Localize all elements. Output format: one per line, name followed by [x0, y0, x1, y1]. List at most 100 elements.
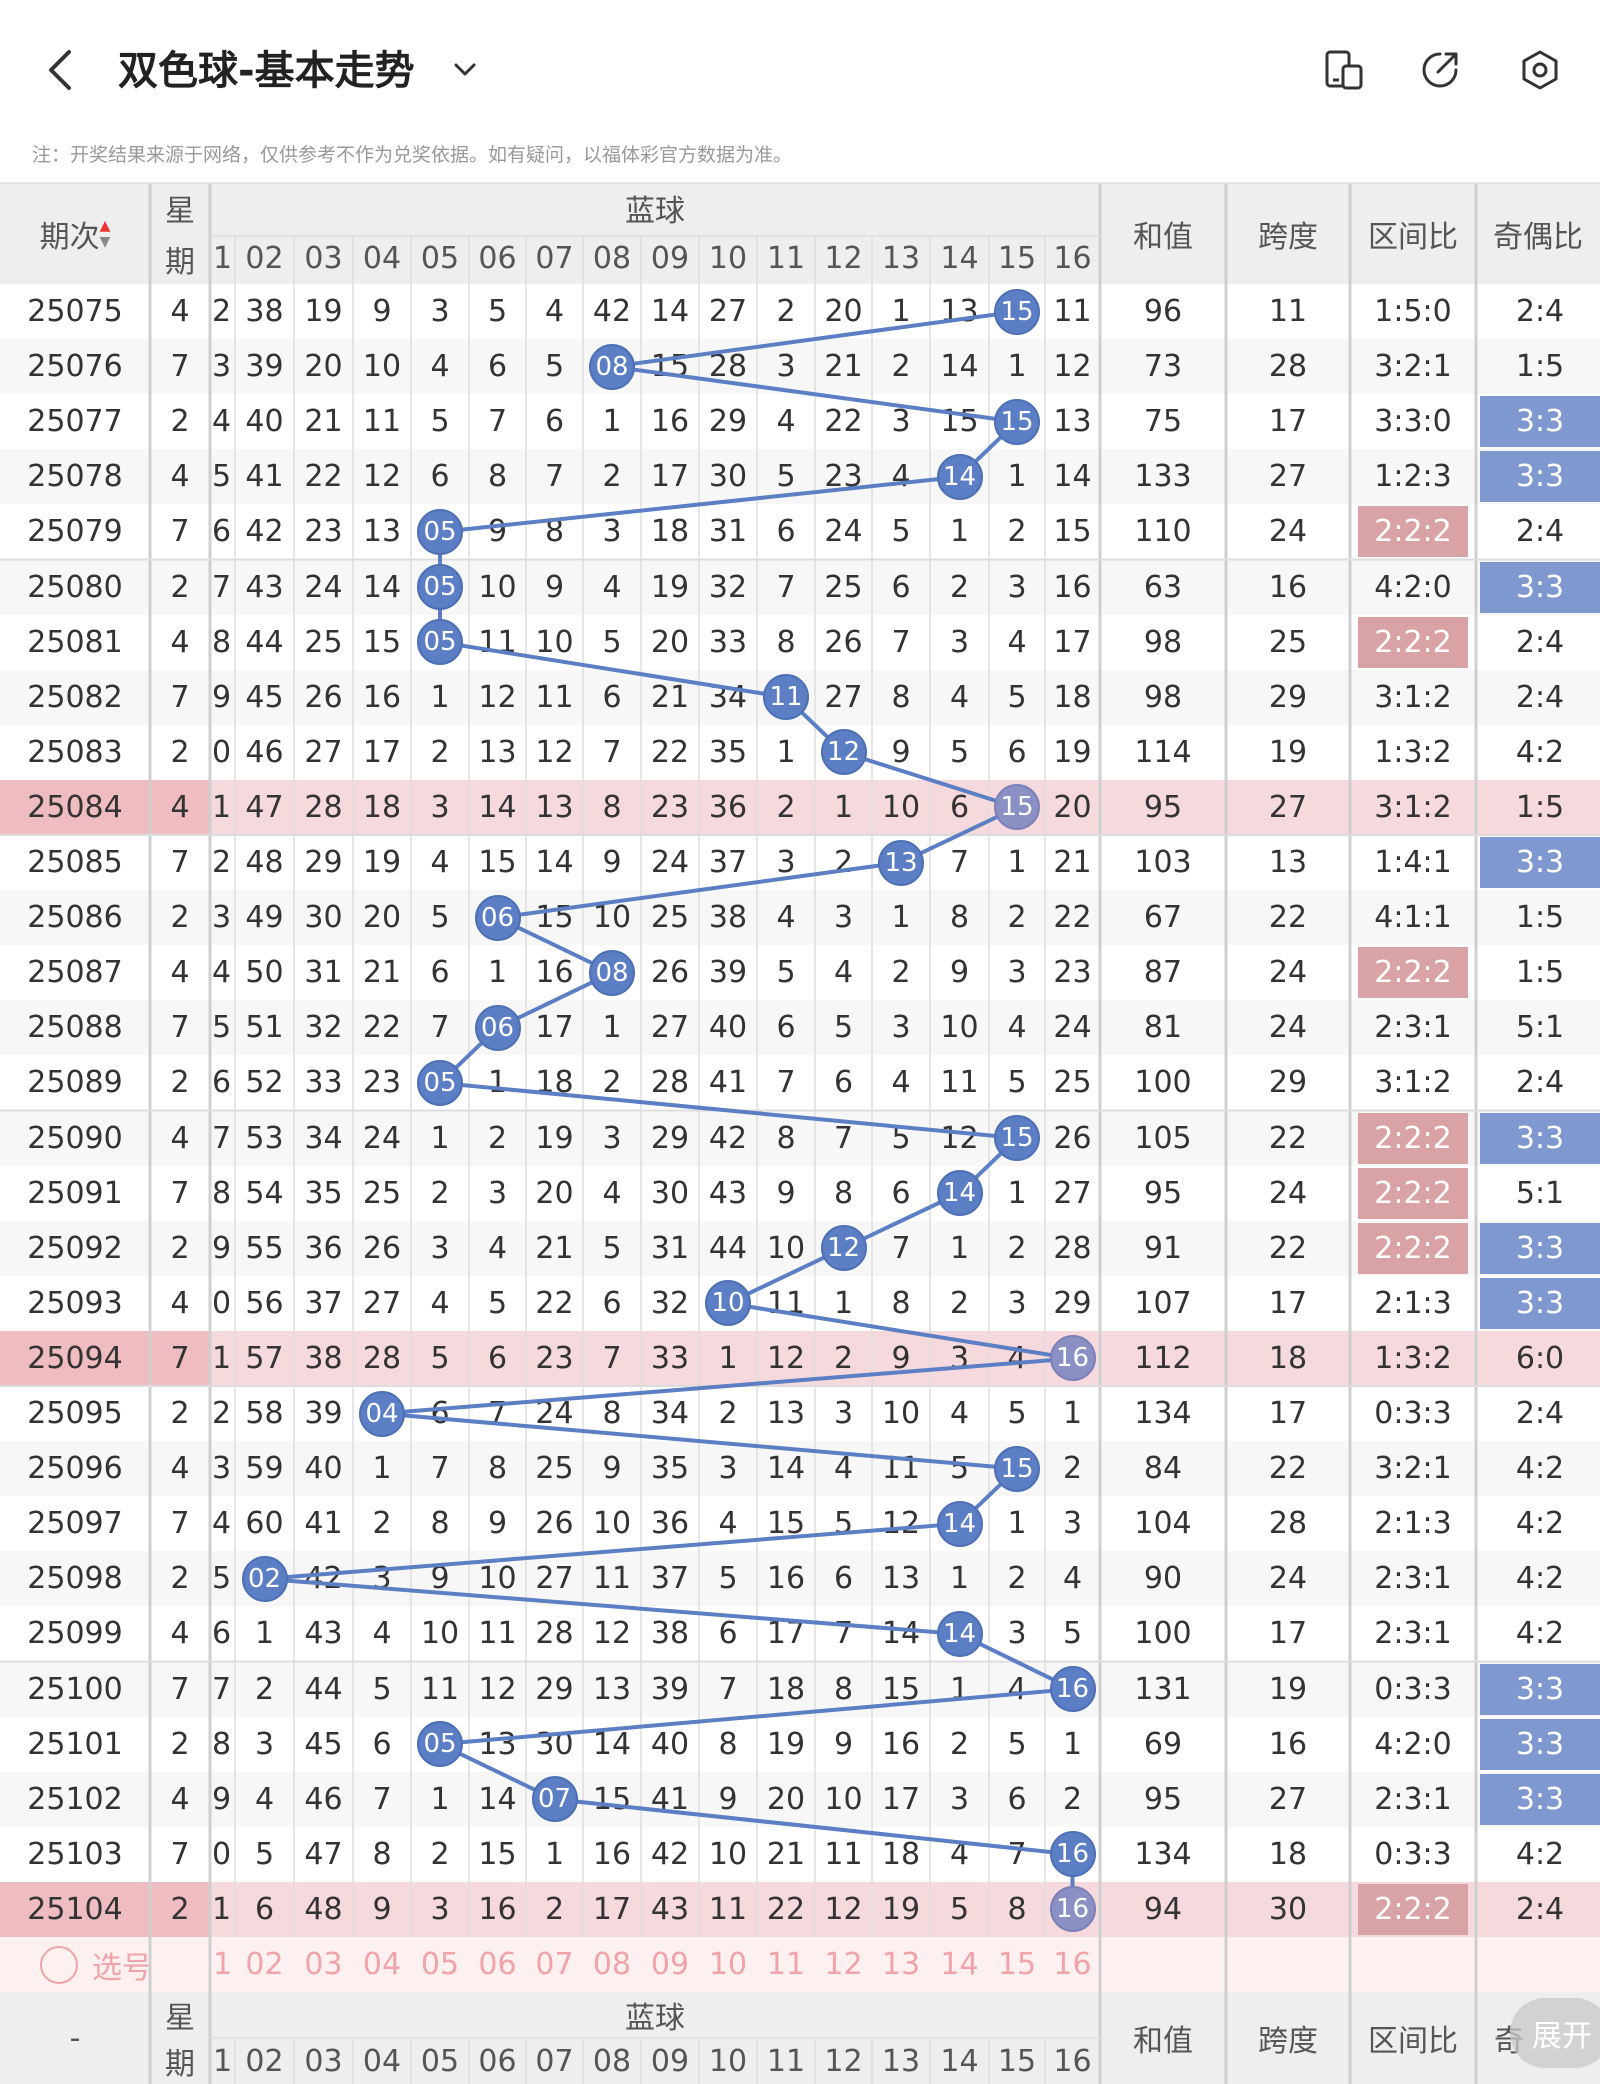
miss-count-cell: 17 — [362, 734, 402, 770]
sum-cell: 91 — [1143, 1230, 1183, 1266]
select-ball-option[interactable]: 16 — [1053, 1947, 1092, 1983]
miss-count-cell: 8 — [372, 1836, 392, 1872]
select-ball-option[interactable]: 13 — [881, 1947, 921, 1983]
miss-count-cell: 5 — [1007, 1726, 1027, 1762]
miss-count-cell: 1 — [430, 1781, 450, 1817]
select-ball-option[interactable]: 03 — [304, 1947, 343, 1983]
miss-count-cell: 6 — [212, 514, 232, 550]
miss-count-cell: 1 — [430, 679, 450, 715]
select-ball-option[interactable]: 05 — [420, 1947, 460, 1983]
miss-count-cell: 7 — [602, 1340, 622, 1376]
odd-even-cell: 2:4 — [1515, 1396, 1565, 1432]
select-ball-option[interactable]: 04 — [362, 1947, 402, 1983]
odd-even-cell: 3:3 — [1480, 451, 1600, 503]
period-cell: 25099 — [27, 1616, 123, 1652]
select-ball-option[interactable]: 09 — [650, 1947, 690, 1983]
miss-count-cell: 8 — [776, 624, 796, 660]
select-ball-option[interactable]: 07 — [535, 1947, 574, 1983]
sort-arrows-icon[interactable]: ▲ ▼ — [99, 217, 111, 250]
miss-count-cell: 2 — [1062, 1451, 1083, 1487]
span-cell: 17 — [1268, 1616, 1308, 1652]
miss-count-cell: 10 — [592, 1506, 632, 1542]
miss-count-cell: 23 — [535, 1340, 574, 1376]
weekday-cell: 4 — [170, 1451, 190, 1487]
sum-cell: 107 — [1134, 1285, 1192, 1321]
header-blue-col: 16 — [1053, 241, 1092, 277]
period-cell: 25094 — [27, 1340, 123, 1376]
odd-even-cell: 3:3 — [1480, 396, 1600, 448]
blue-ball-marker: 12 — [820, 729, 867, 776]
miss-count-cell: 2 — [718, 1396, 738, 1432]
blue-ball-marker: 11 — [763, 674, 809, 721]
miss-count-cell: 5 — [254, 1836, 275, 1872]
period-cell: 25089 — [27, 1065, 123, 1101]
weekday-cell: 2 — [170, 1065, 190, 1101]
miss-count-cell: 38 — [708, 900, 748, 936]
miss-count-cell: 18 — [650, 514, 690, 550]
zone-ratio-cell: 4:2:0 — [1374, 1726, 1452, 1762]
select-ball-option[interactable]: 06 — [478, 1947, 517, 1983]
share-button[interactable] — [1410, 40, 1470, 100]
miss-count-cell: 42 — [245, 514, 284, 550]
miss-count-cell: 22 — [766, 1891, 806, 1927]
miss-count-cell: 5 — [430, 404, 450, 440]
sum-cell: 103 — [1134, 845, 1192, 881]
miss-count-cell: 0 — [212, 1285, 232, 1321]
select-ball-option[interactable]: 12 — [824, 1947, 863, 1983]
miss-count-cell: 1 — [1062, 1396, 1083, 1432]
miss-count-cell: 26 — [824, 624, 863, 660]
odd-even-cell: 2:4 — [1515, 624, 1565, 660]
select-ball-option[interactable]: 02 — [245, 1947, 284, 1983]
zone-ratio-cell: 2:2:2 — [1358, 616, 1468, 668]
miss-count-cell: 51 — [245, 1010, 284, 1046]
blue-ball-marker: 16 — [1049, 1335, 1096, 1382]
miss-count-cell: 14 — [592, 1726, 632, 1762]
miss-count-cell: 5 — [949, 734, 970, 770]
miss-count-cell: 7 — [487, 1396, 508, 1432]
period-cell: 25093 — [27, 1285, 123, 1321]
miss-count-cell: 1 — [602, 404, 622, 440]
select-ball-option[interactable]: 15 — [997, 1947, 1037, 1983]
title-dropdown-button[interactable] — [445, 40, 485, 100]
miss-count-cell: 10 — [881, 1396, 921, 1432]
header-blue-col: 13 — [881, 241, 921, 277]
layout-toggle-button[interactable] — [1313, 40, 1373, 100]
period-cell: 25092 — [27, 1230, 123, 1266]
select-ball-option[interactable]: 1 — [212, 1947, 233, 1983]
select-ball-option[interactable]: 08 — [592, 1947, 632, 1983]
weekday-cell: 7 — [170, 514, 190, 550]
miss-count-cell: 2 — [891, 955, 911, 991]
share-icon — [1422, 52, 1458, 88]
select-ball-option[interactable]: 10 — [708, 1947, 748, 1983]
miss-count-cell: 44 — [304, 1671, 343, 1707]
select-ball-option[interactable]: 14 — [940, 1947, 979, 1983]
miss-count-cell: 20 — [304, 349, 343, 385]
miss-count-cell: 40 — [304, 1451, 343, 1487]
miss-count-cell: 9 — [949, 955, 970, 991]
miss-count-cell: 26 — [1053, 1120, 1092, 1156]
blue-ball-marker: 13 — [878, 839, 924, 886]
header-period[interactable]: 期次 ▲ ▼ — [39, 217, 111, 255]
disclaimer-notice: 注：开奖结果来源于网络，仅供参考不作为兑奖依据。如有疑问，以福体彩官方数据为准。 — [32, 144, 793, 166]
span-cell: 16 — [1268, 1726, 1308, 1762]
weekday-cell: 7 — [170, 1175, 190, 1211]
select-number-button[interactable]: 选号 — [40, 1937, 210, 1992]
settings-icon — [1522, 50, 1558, 90]
miss-count-cell: 39 — [650, 1671, 690, 1707]
zone-ratio-cell: 2:1:3 — [1374, 1285, 1452, 1321]
settings-button[interactable] — [1510, 40, 1570, 100]
miss-count-cell: 60 — [245, 1506, 284, 1542]
expand-button[interactable]: 展开 — [1510, 1998, 1600, 2068]
miss-count-cell: 27 — [362, 1285, 402, 1321]
page-title[interactable]: 双色球-基本走势 — [118, 48, 415, 94]
weekday-cell: 2 — [170, 900, 190, 936]
miss-count-cell: 44 — [708, 1230, 748, 1266]
back-button[interactable] — [30, 40, 90, 100]
weekday-cell: 7 — [170, 679, 190, 715]
miss-count-cell: 6 — [718, 1616, 738, 1652]
odd-even-cell: 2:4 — [1515, 679, 1565, 715]
miss-count-cell: 14 — [881, 1616, 921, 1652]
span-cell: 24 — [1268, 1010, 1308, 1046]
select-ball-option[interactable]: 11 — [766, 1947, 806, 1983]
sum-cell: 73 — [1143, 349, 1183, 385]
